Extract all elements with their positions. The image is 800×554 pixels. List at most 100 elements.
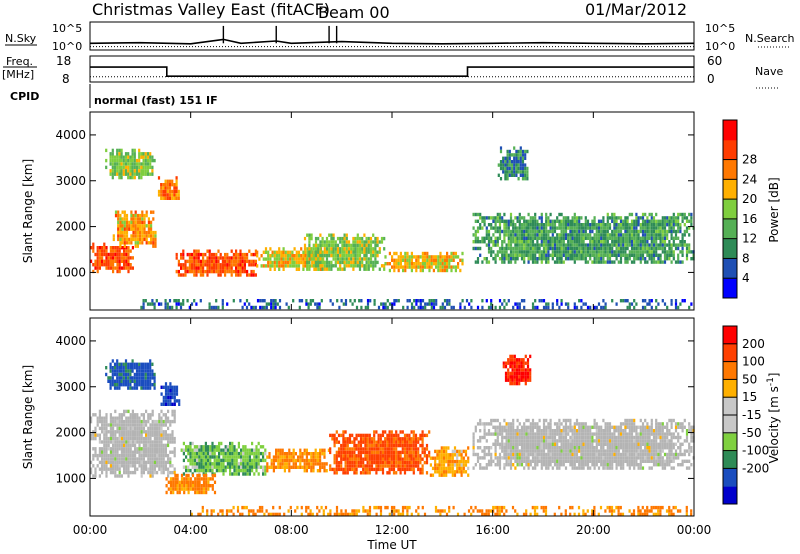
heatmap-cell — [445, 466, 448, 471]
heatmap-cell — [290, 465, 293, 469]
heatmap-cell — [369, 240, 373, 244]
heatmap-cell — [125, 256, 128, 260]
heatmap-cell — [213, 445, 216, 449]
heatmap-cell — [94, 433, 97, 437]
heatmap-cell — [207, 445, 210, 449]
heatmap-cell — [101, 453, 104, 458]
heatmap-cell — [619, 226, 623, 230]
heatmap-cell — [381, 457, 385, 461]
heatmap-cell — [586, 243, 590, 247]
heatmap-cell — [451, 456, 454, 460]
heatmap-cell — [323, 448, 326, 452]
heatmap-cell — [202, 259, 205, 264]
heatmap-cell — [573, 212, 576, 217]
heatmap-cell — [406, 460, 409, 465]
heatmap-cell — [243, 302, 246, 306]
heatmap-cell — [406, 262, 409, 266]
heatmap-cell — [305, 462, 308, 466]
heatmap-cell — [376, 260, 379, 265]
heatmap-cell — [496, 229, 499, 234]
heatmap-cell — [685, 253, 689, 257]
heatmap-cell — [125, 443, 128, 448]
heatmap-cell — [515, 163, 518, 167]
heatmap-cell — [376, 240, 379, 244]
heatmap-cell — [562, 233, 565, 237]
heatmap-cell — [160, 470, 163, 475]
heatmap-cell — [147, 467, 150, 471]
heatmap-cell — [505, 219, 508, 223]
heatmap-cell — [492, 418, 495, 423]
heatmap-cell — [180, 256, 183, 260]
heatmap-cell — [483, 236, 486, 240]
heatmap-cell — [160, 409, 163, 414]
heatmap-cell — [641, 233, 645, 237]
heatmap-cell — [160, 436, 163, 441]
heatmap-cell — [261, 305, 264, 310]
heatmap-cell — [390, 464, 393, 468]
heatmap-cell — [564, 236, 568, 240]
heatmap-cell — [177, 302, 180, 306]
heatmap-cell — [464, 459, 468, 464]
heatmap-cell — [507, 463, 510, 467]
heatmap-cell — [103, 416, 106, 420]
heatmap-cell — [160, 193, 163, 197]
heatmap-cell — [417, 437, 420, 441]
heatmap-cell — [246, 455, 249, 459]
heatmap-cell — [147, 217, 150, 221]
heatmap-cell — [514, 216, 517, 220]
heatmap-cell — [335, 467, 338, 472]
heatmap-cell — [494, 305, 497, 310]
heatmap-cell — [109, 386, 112, 390]
heatmap-cell — [595, 229, 598, 234]
heatmap-cell — [381, 460, 385, 465]
heatmap-cell — [412, 450, 415, 455]
heatmap-cell — [255, 445, 258, 449]
heatmap-cell — [125, 220, 129, 225]
heatmap-cell — [373, 454, 376, 458]
heatmap-cell — [270, 299, 273, 303]
heatmap-cell — [116, 423, 119, 427]
heatmap-cell — [308, 243, 311, 248]
heatmap-cell — [507, 233, 510, 237]
heatmap-cell — [564, 253, 568, 257]
heatmap-cell — [395, 258, 398, 262]
heatmap-cell — [124, 172, 128, 176]
heatmap-cell — [670, 216, 673, 220]
heatmap-cell — [239, 252, 242, 257]
heatmap-cell — [218, 462, 221, 466]
heatmap-cell — [208, 263, 211, 267]
heatmap-cell — [399, 464, 402, 468]
heatmap-cell — [626, 233, 629, 237]
heatmap-cell — [213, 451, 216, 456]
heatmap-cell — [229, 462, 232, 466]
heatmap-cell — [436, 470, 439, 474]
heatmap-cell — [291, 260, 294, 265]
heatmap-cell — [369, 250, 373, 254]
heatmap-cell — [242, 468, 245, 473]
heatmap-cell — [105, 464, 108, 468]
heatmap-cell — [127, 175, 130, 180]
heatmap-cell — [145, 213, 148, 218]
nsky-label: N.Sky — [5, 32, 37, 45]
heatmap-cell — [494, 243, 497, 247]
heatmap-cell — [602, 243, 605, 247]
heatmap-cell — [186, 252, 189, 257]
heatmap-cell — [343, 267, 346, 271]
heatmap-cell — [184, 259, 187, 264]
heatmap-cell — [316, 302, 319, 306]
heatmap-cell — [111, 366, 114, 370]
heatmap-cell — [381, 440, 385, 444]
heatmap-cell — [230, 263, 233, 267]
heatmap-cell — [246, 273, 249, 277]
heatmap-cell — [490, 418, 493, 423]
heatmap-cell — [307, 305, 310, 310]
heatmap-cell — [310, 458, 313, 463]
heatmap-cell — [386, 447, 389, 451]
heatmap-cell — [490, 246, 493, 251]
heatmap-cell — [514, 466, 517, 470]
heatmap-cell — [308, 253, 311, 258]
heatmap-cell — [460, 466, 463, 471]
heatmap-cell — [131, 256, 134, 260]
heatmap-cell — [144, 169, 147, 173]
heatmap-cell — [167, 389, 170, 393]
